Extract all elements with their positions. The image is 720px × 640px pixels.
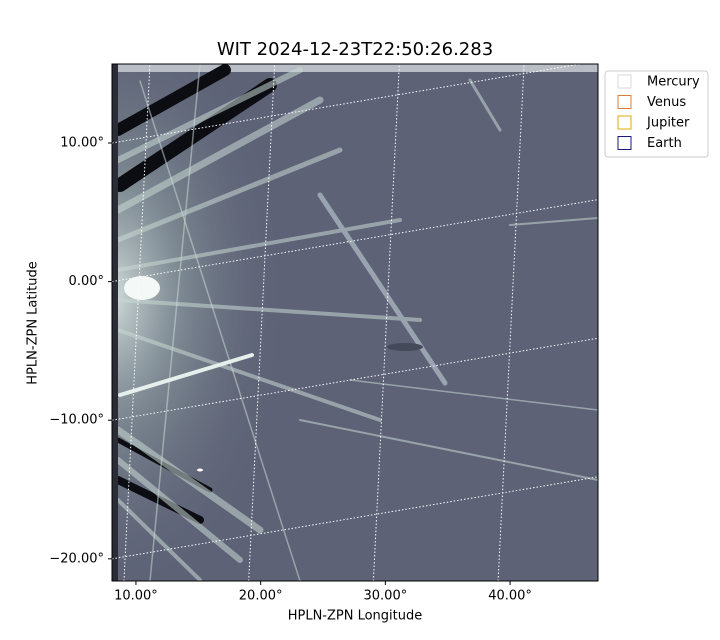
legend-label: Mercury xyxy=(647,75,700,90)
grid-line xyxy=(112,199,598,283)
legend-key xyxy=(617,95,632,109)
legend-key xyxy=(617,136,632,150)
axes-frame xyxy=(111,63,599,582)
chart-title: WIT 2024-12-23T22:50:26.283 xyxy=(217,39,493,60)
x-tick-label: 20.00° xyxy=(239,589,283,604)
legend-key xyxy=(617,74,632,89)
legend-frame xyxy=(604,70,709,158)
legend-label: Earth xyxy=(647,136,682,151)
legend-key xyxy=(617,115,632,130)
legend-label: Jupiter xyxy=(646,116,690,131)
legend: Mercury Venus Jupiter Earth xyxy=(604,70,709,158)
y-tick-label: 0.00° xyxy=(69,274,104,289)
x-tick-label: 40.00° xyxy=(488,589,532,604)
y-tick-label: −10.00° xyxy=(49,413,104,428)
x-tick-label: 30.00° xyxy=(364,589,408,604)
grid-line xyxy=(248,64,276,581)
y-axis-label: HPLN-ZPN Latitude xyxy=(26,261,41,384)
grid-line xyxy=(372,64,400,581)
x-tick-label: 10.00° xyxy=(114,589,158,604)
x-axis-label: HPLN-ZPN Longitude xyxy=(288,609,423,624)
grid-line xyxy=(112,476,598,560)
y-tick-label: 10.00° xyxy=(60,136,104,151)
legend-label: Venus xyxy=(647,95,686,110)
grid-line xyxy=(112,64,584,144)
grid-line xyxy=(497,64,525,581)
y-tick-label: −20.00° xyxy=(49,551,104,566)
grid-line xyxy=(112,337,598,421)
image xyxy=(112,64,598,581)
grid-line xyxy=(123,64,151,581)
